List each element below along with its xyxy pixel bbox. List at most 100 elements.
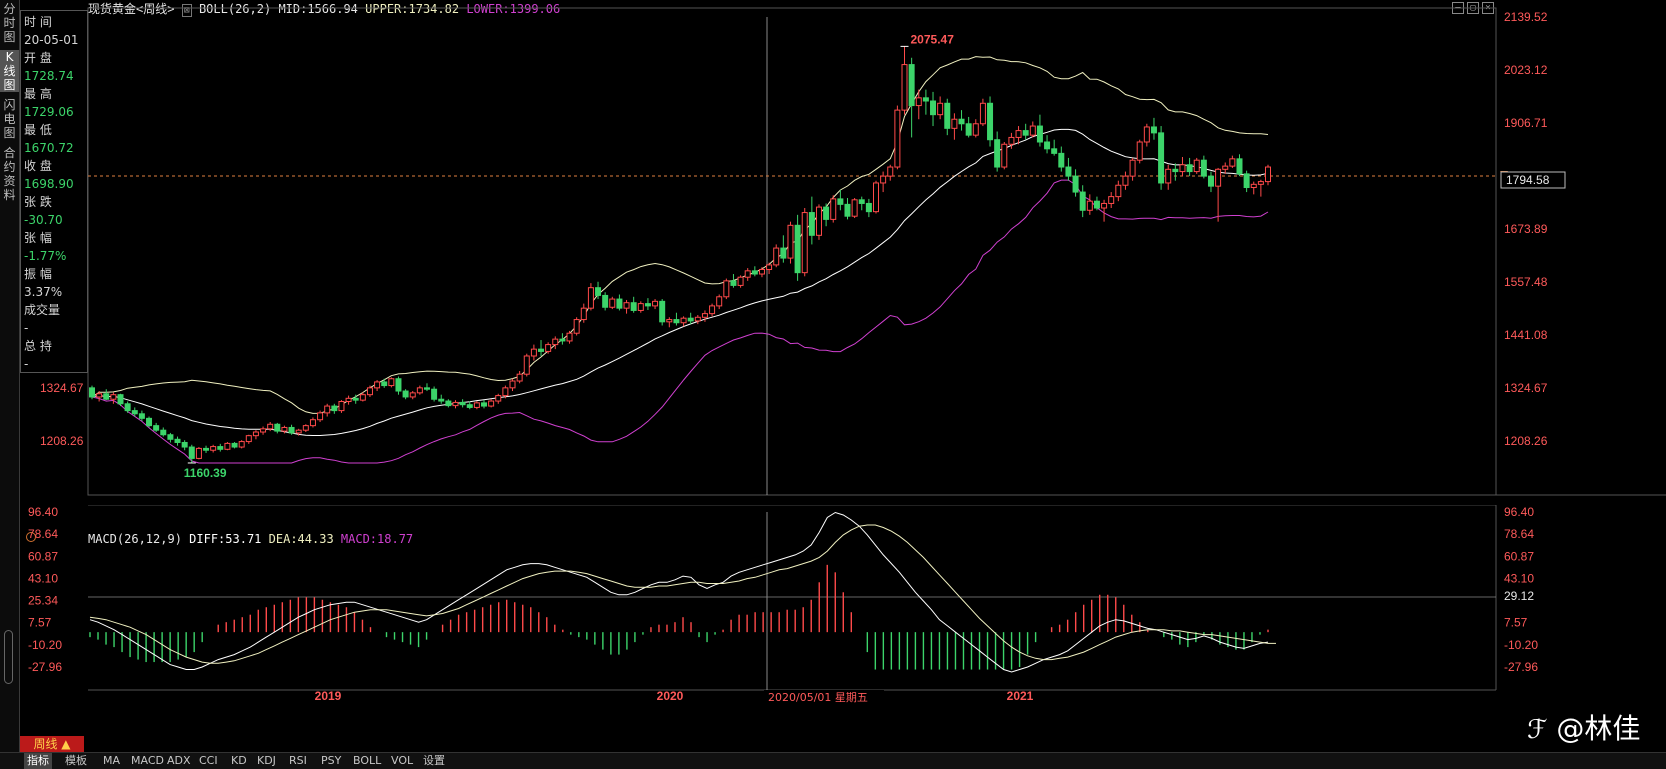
candlestick[interactable]: [473, 401, 480, 410]
candlestick[interactable]: [431, 386, 438, 402]
candlestick[interactable]: [887, 164, 894, 181]
candlestick[interactable]: [452, 400, 459, 409]
candlestick[interactable]: [1186, 157, 1193, 177]
candlestick[interactable]: [758, 267, 765, 278]
candlestick[interactable]: [545, 342, 552, 354]
candlestick[interactable]: [1015, 126, 1022, 145]
candlestick[interactable]: [1115, 180, 1122, 202]
candlestick[interactable]: [979, 98, 986, 127]
candlestick[interactable]: [865, 198, 872, 218]
candlestick[interactable]: [780, 235, 787, 263]
candlestick[interactable]: [231, 442, 238, 449]
candlestick[interactable]: [773, 244, 780, 268]
candlestick[interactable]: [388, 377, 395, 388]
candlestick[interactable]: [1051, 139, 1058, 156]
candlestick[interactable]: [416, 385, 423, 395]
candlestick[interactable]: [260, 426, 267, 435]
instrument-title[interactable]: 现货黄金<周线>: [88, 2, 175, 16]
candlestick[interactable]: [153, 422, 160, 433]
candlestick[interactable]: [217, 443, 224, 452]
candlestick[interactable]: [659, 299, 666, 326]
candlestick[interactable]: [751, 266, 758, 277]
candlestick[interactable]: [302, 424, 309, 433]
candlestick[interactable]: [1129, 157, 1136, 181]
candlestick[interactable]: [987, 96, 994, 147]
indicator-tab-ma[interactable]: MA: [103, 754, 121, 767]
indicator-tab-adx[interactable]: ADX: [167, 754, 191, 767]
candlestick[interactable]: [844, 197, 851, 220]
candlestick[interactable]: [1150, 117, 1157, 140]
candlestick[interactable]: [281, 425, 288, 434]
candlestick[interactable]: [915, 89, 922, 120]
candlestick[interactable]: [488, 399, 495, 408]
candlestick[interactable]: [580, 303, 587, 323]
candlestick[interactable]: [245, 434, 252, 444]
period-select-button[interactable]: 周线 ▲: [20, 736, 84, 752]
candlestick[interactable]: [203, 445, 210, 453]
tab-flash[interactable]: 闪电图: [3, 98, 16, 140]
candlestick[interactable]: [873, 180, 879, 214]
candlestick[interactable]: [138, 410, 145, 422]
candlestick[interactable]: [1093, 196, 1100, 211]
indicator-tab-macd[interactable]: MACD: [131, 754, 164, 767]
candlestick[interactable]: [210, 444, 217, 453]
indicator-tab-psy[interactable]: PSY: [321, 754, 342, 767]
candlestick[interactable]: [1179, 157, 1186, 177]
candlestick[interactable]: [409, 391, 416, 400]
candlestick[interactable]: [317, 410, 324, 422]
candlestick[interactable]: [1257, 179, 1264, 197]
indicator-tab-vol[interactable]: VOL: [391, 754, 414, 767]
candlestick[interactable]: [1086, 194, 1093, 215]
candlestick[interactable]: [238, 440, 245, 449]
candlestick[interactable]: [858, 196, 865, 211]
candlestick[interactable]: [723, 278, 730, 300]
candlestick[interactable]: [516, 371, 523, 384]
indicator-tab-设置[interactable]: 设置: [423, 754, 445, 767]
candlestick[interactable]: [965, 116, 972, 138]
candlestick[interactable]: [573, 317, 580, 336]
indicator-tab-rsi[interactable]: RSI: [289, 754, 307, 767]
candlestick[interactable]: [794, 214, 801, 281]
candlestick[interactable]: [837, 189, 844, 211]
candlestick[interactable]: [1072, 169, 1079, 197]
candlestick[interactable]: [666, 317, 673, 328]
candlestick[interactable]: [96, 391, 103, 402]
candlestick[interactable]: [188, 444, 195, 463]
candlestick[interactable]: [766, 262, 773, 275]
candlestick[interactable]: [345, 395, 352, 405]
candlestick[interactable]: [1108, 192, 1115, 209]
candlestick[interactable]: [787, 221, 794, 264]
candlestick[interactable]: [808, 196, 815, 245]
candlestick[interactable]: [958, 110, 965, 131]
candlestick[interactable]: [1044, 135, 1051, 154]
candlestick[interactable]: [374, 380, 381, 392]
candlestick[interactable]: [1022, 123, 1029, 140]
candlestick[interactable]: [880, 171, 887, 193]
candlestick[interactable]: [1143, 123, 1150, 147]
candlestick[interactable]: [267, 421, 274, 432]
candlestick[interactable]: [1236, 154, 1243, 177]
candlestick[interactable]: [530, 344, 537, 361]
candlestick[interactable]: [709, 303, 716, 317]
candlestick[interactable]: [744, 268, 751, 281]
candlestick[interactable]: [937, 96, 944, 120]
candlestick[interactable]: [1036, 114, 1043, 147]
candlestick[interactable]: [1029, 121, 1036, 138]
candlestick[interactable]: [466, 401, 473, 410]
candlestick[interactable]: [89, 385, 95, 400]
candlestick[interactable]: [1001, 141, 1008, 170]
candlestick[interactable]: [481, 400, 487, 409]
candlestick[interactable]: [1207, 171, 1214, 193]
candlestick[interactable]: [908, 57, 915, 138]
candlestick[interactable]: [1243, 170, 1250, 193]
candlestick[interactable]: [459, 399, 466, 408]
candlestick[interactable]: [331, 403, 338, 414]
candlestick[interactable]: [730, 274, 737, 288]
indicator-tab-指标[interactable]: 指标: [24, 753, 52, 769]
candlestick[interactable]: [160, 427, 167, 437]
candlestick[interactable]: [1172, 163, 1179, 181]
candlestick[interactable]: [830, 195, 837, 223]
candlestick[interactable]: [495, 393, 502, 404]
candlestick[interactable]: [288, 424, 295, 435]
candlestick[interactable]: [673, 312, 680, 326]
